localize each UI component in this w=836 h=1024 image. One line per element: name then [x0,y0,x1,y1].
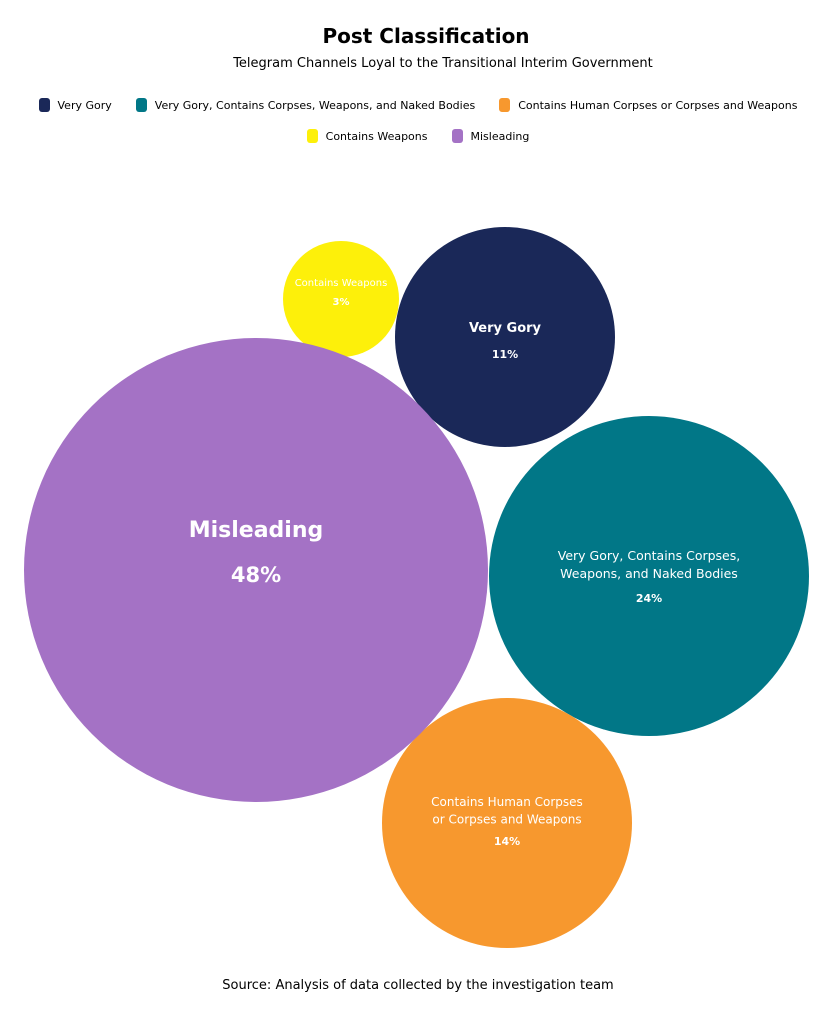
legend-swatch [38,98,50,112]
legend-item-human-corpses: Contains Human Corpses or Corpses and We… [499,98,797,112]
bubble-label: Contains Human Corpses [431,795,583,809]
legend-item-very-gory-corpses: Very Gory, Contains Corpses, Weapons, an… [135,98,476,112]
bubble-label: or Corpses and Weapons [432,812,581,826]
legend-label: Misleading [470,129,530,143]
legend-label: Very Gory [57,98,112,112]
legend-item-very-gory: Very Gory [38,98,112,112]
bubble-misleading: Misleading 48% [24,338,488,802]
bubble-value: 14% [494,835,520,848]
legend-label: Very Gory, Contains Corpses, Weapons, an… [154,98,476,112]
bubble-value: 24% [636,592,662,605]
legend-swatch [451,129,463,143]
bubble-contains-weapons: Contains Weapons 3% [283,241,399,357]
bubble-very-gory-corpses: Very Gory, Contains Corpses, Weapons, and… [489,416,809,736]
bubble-circle-human-corpses [382,698,632,948]
bubble-label: Weapons, and Naked Bodies [560,566,738,581]
bubble-circle-very-gory [395,227,615,447]
bubble-label: Very Gory, Contains Corpses, [558,548,740,563]
bubble-value: 48% [231,563,281,587]
bubble-circle-very-gory-corpses [489,416,809,736]
bubble-circle-misleading [24,338,488,802]
source-note: Source: Analysis of data collected by th… [222,978,614,993]
bubble-label: Very Gory [469,321,542,336]
legend-label: Contains Weapons [325,129,428,143]
bubble-label: Misleading [189,518,324,543]
legend-item-misleading: Misleading [451,129,530,143]
legend-label: Contains Human Corpses or Corpses and We… [518,98,798,112]
legend-swatch [499,98,511,112]
chart-title: Post Classification [322,24,530,48]
legend-swatch [135,98,147,112]
bubble-value: 3% [333,297,350,308]
bubble-human-corpses: Contains Human Corpses or Corpses and Wea… [382,698,632,948]
legend-swatch [306,129,318,143]
bubble-very-gory: Very Gory 11% [395,227,615,447]
bubble-label: Contains Weapons [295,278,388,289]
legend-row-2: Contains Weapons Misleading [0,129,836,143]
legend-row-1: Very Gory Very Gory, Contains Corpses, W… [0,98,836,112]
bubble-circle-contains-weapons [283,241,399,357]
legend-item-contains-weapons: Contains Weapons [306,129,428,143]
chart-subtitle: Telegram Channels Loyal to the Transitio… [233,56,653,71]
bubble-value: 11% [492,348,518,361]
